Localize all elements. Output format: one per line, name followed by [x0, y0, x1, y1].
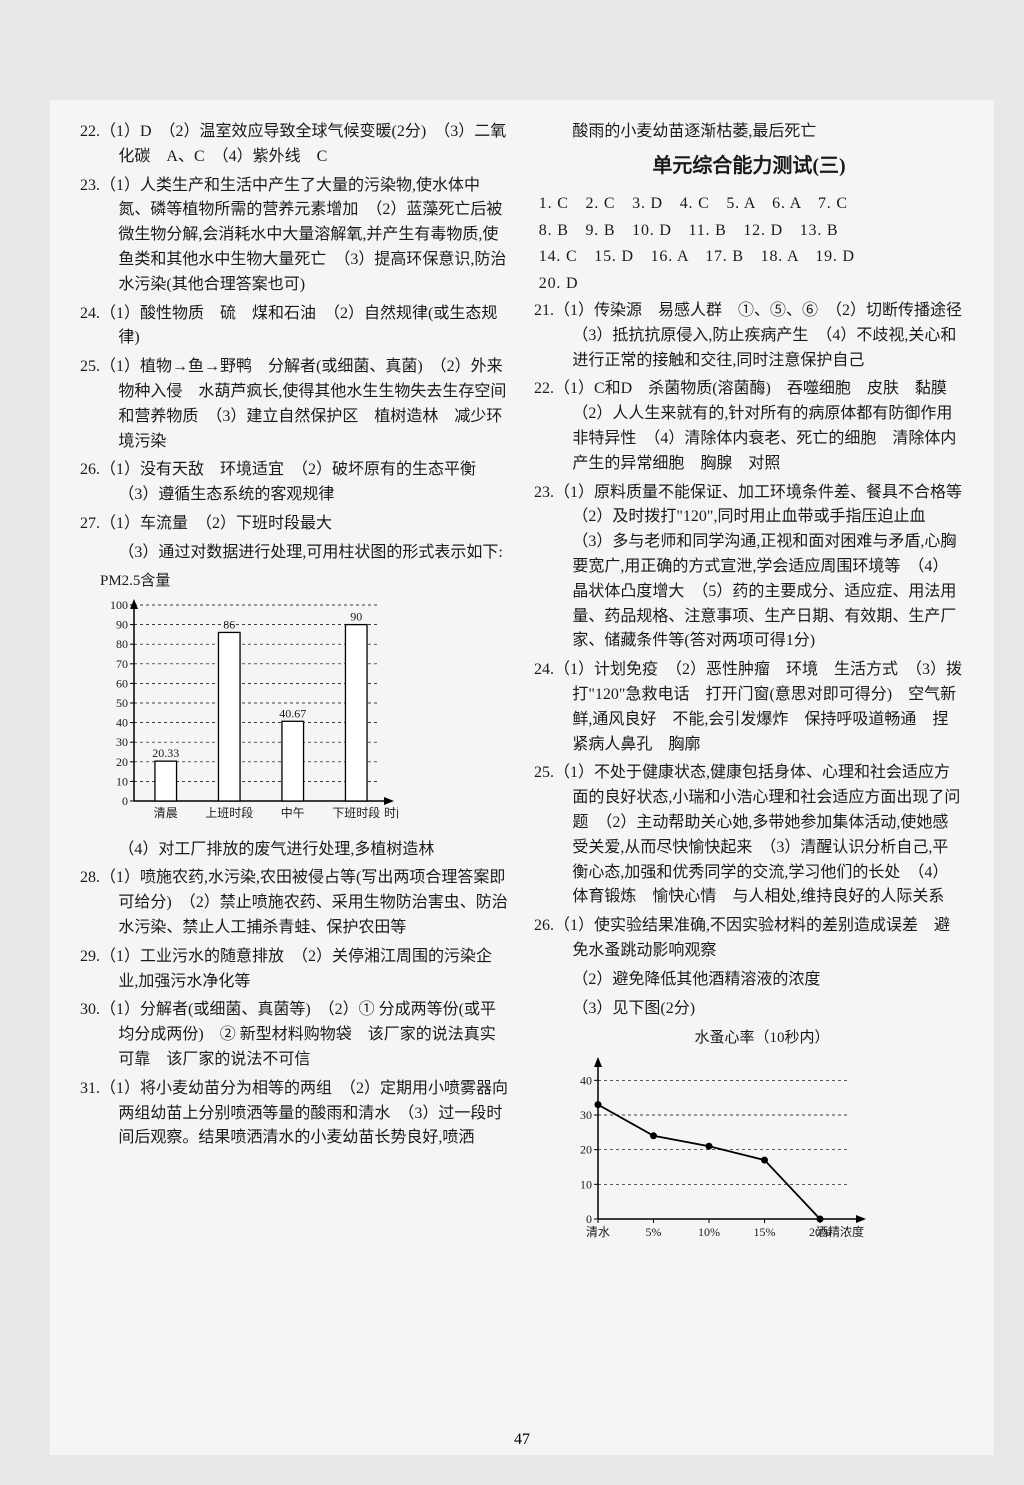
- svg-text:20: 20: [580, 1142, 592, 1156]
- svg-text:70: 70: [116, 657, 128, 671]
- svg-text:10: 10: [116, 774, 128, 788]
- q24r: 24.（1）计划免疫 （2）恶性肿瘤 环境 生活方式 （3）拨打"120"急救电…: [534, 658, 964, 757]
- svg-text:40.67: 40.67: [279, 706, 306, 720]
- svg-text:40: 40: [116, 715, 128, 729]
- q27-part1: 27.（1）车流量 （2）下班时段最大: [80, 512, 510, 537]
- svg-text:10%: 10%: [698, 1225, 720, 1239]
- right-column: 酸雨的小麦幼苗逐渐枯萎,最后死亡 单元综合能力测试(三) 1. C 2. C 3…: [534, 120, 964, 1445]
- q22r: 22.（1）C和D 杀菌物质(溶菌酶) 吞噬细胞 皮肤 黏膜 （2）人人生来就有…: [534, 377, 964, 476]
- svg-text:30: 30: [580, 1108, 592, 1122]
- heartrate-line-chart: 水蚤心率（10秒内） 010203040清水5%10%15%20%酒精浓度: [560, 1027, 964, 1251]
- svg-text:15%: 15%: [754, 1225, 776, 1239]
- svg-text:5%: 5%: [646, 1225, 662, 1239]
- svg-text:0: 0: [122, 794, 128, 808]
- mc-row-2: 8. B 9. B 10. D 11. B 12. D 13. B: [534, 219, 964, 244]
- svg-text:60: 60: [116, 676, 128, 690]
- q23r: 23.（1）原料质量不能保证、加工环境条件差、餐具不合格等 （2）及时拨打"12…: [534, 481, 964, 655]
- q25: 25.（1）植物→鱼→野鸭 分解者(或细菌、真菌) （2）外来物种入侵 水葫芦疯…: [80, 355, 510, 454]
- q26r-c: （3）见下图(2分): [534, 997, 964, 1022]
- svg-text:上班时段: 上班时段: [205, 805, 253, 820]
- q22: 22.（1）D （2）温室效应导致全球气候变暖(2分) （3）二氧化碳 A、C …: [80, 120, 510, 170]
- mc-row-1: 1. C 2. C 3. D 4. C 5. A 6. A 7. C: [534, 192, 964, 217]
- q25r: 25.（1）不处于健康状态,健康包括身体、心理和社会适应方面的良好状态,小瑞和小…: [534, 761, 964, 910]
- q31: 31.（1）将小麦幼苗分为相等的两组 （2）定期用小喷雾器向两组幼苗上分别喷洒等…: [80, 1077, 510, 1151]
- svg-text:20: 20: [116, 755, 128, 769]
- svg-text:86: 86: [223, 617, 235, 631]
- q26: 26.（1）没有天敌 环境适宜 （2）破坏原有的生态平衡 （3）遵循生态系统的客…: [80, 458, 510, 508]
- svg-text:时间: 时间: [384, 806, 398, 820]
- svg-text:清水: 清水: [586, 1225, 610, 1239]
- chart1-svg: 0 10 20 30 40 50 60 70 80 90 100 20.33 清晨 86 上班时段 40.67…: [98, 595, 398, 825]
- q29: 29.（1）工业污水的随意排放 （2）关停湘江周围的污染企业,加强污水净化等: [80, 945, 510, 995]
- svg-text:40: 40: [580, 1073, 592, 1087]
- page: 22.（1）D （2）温室效应导致全球气候变暖(2分) （3）二氧化碳 A、C …: [50, 100, 994, 1455]
- q26r-b: （2）避免降低其他酒精溶液的浓度: [534, 968, 964, 993]
- q31-continuation: 酸雨的小麦幼苗逐渐枯萎,最后死亡: [534, 120, 964, 145]
- svg-text:90: 90: [350, 609, 362, 623]
- q27-part4: （4）对工厂排放的废气进行处理,多植树造林: [80, 838, 510, 863]
- mc-row-4: 20. D: [534, 272, 964, 297]
- svg-text:下班时段: 下班时段: [332, 805, 380, 820]
- svg-text:100: 100: [110, 598, 128, 612]
- pm25-bar-chart: PM2.5含量 0 10 20 30 40 50 60 70 80 90 100 20.33 清晨 86 上…: [98, 570, 510, 834]
- svg-text:酒精浓度: 酒精浓度: [816, 1224, 864, 1239]
- svg-text:中午: 中午: [281, 805, 305, 820]
- mc-row-3: 14. C 15. D 16. A 17. B 18. A 19. D: [534, 245, 964, 270]
- q28: 28.（1）喷施农药,水污染,农田被侵占等(写出两项合理答案即可给分) （2）禁…: [80, 866, 510, 940]
- section-title: 单元综合能力测试(三): [534, 151, 964, 182]
- svg-text:50: 50: [116, 696, 128, 710]
- q21r: 21.（1）传染源 易感人群 ①、⑤、⑥ （2）切断传播途径 （3）抵抗抗原侵入…: [534, 299, 964, 373]
- svg-text:30: 30: [116, 735, 128, 749]
- q26r-a: 26.（1）使实验结果准确,不因实验材料的差别造成误差 避免水蚤跳动影响观察: [534, 914, 964, 964]
- q24: 24.（1）酸性物质 硫 煤和石油 （2）自然规律(或生态规律): [80, 302, 510, 352]
- q30: 30.（1）分解者(或细菌、真菌等) （2）① 分成两等份(或平均分成两份) ②…: [80, 998, 510, 1072]
- svg-text:90: 90: [116, 617, 128, 631]
- chart2-svg: 010203040清水5%10%15%20%酒精浓度: [560, 1053, 880, 1243]
- left-column: 22.（1）D （2）温室效应导致全球气候变暖(2分) （3）二氧化碳 A、C …: [80, 120, 510, 1445]
- q27-part2: （3）通过对数据进行处理,可用柱状图的形式表示如下:: [80, 541, 510, 566]
- page-number: 47: [50, 1431, 994, 1449]
- svg-text:80: 80: [116, 637, 128, 651]
- svg-text:清晨: 清晨: [154, 806, 178, 820]
- svg-text:0: 0: [586, 1212, 592, 1226]
- svg-text:20.33: 20.33: [152, 746, 179, 760]
- chart1-title: PM2.5含量: [100, 570, 510, 593]
- svg-text:10: 10: [580, 1177, 592, 1191]
- q23: 23.（1）人类生产和生活中产生了大量的污染物,使水体中氮、磷等植物所需的营养元…: [80, 174, 510, 298]
- chart2-title: 水蚤心率（10秒内）: [560, 1027, 964, 1050]
